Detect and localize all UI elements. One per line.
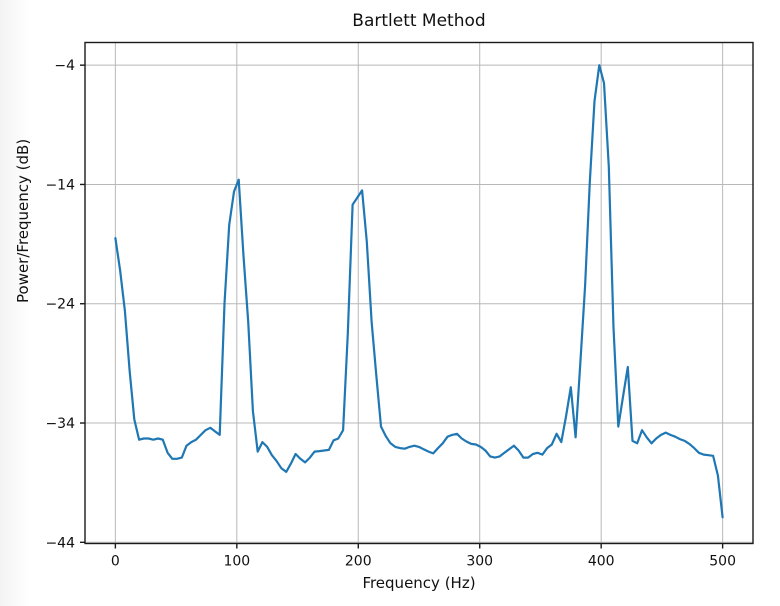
y-tick-label: −44: [45, 535, 75, 551]
y-tick-label: −4: [54, 58, 75, 74]
x-tick-label: 500: [709, 554, 736, 570]
x-tick-label: 100: [223, 554, 250, 570]
psd-line: [114, 64, 724, 519]
x-tick-label: 400: [588, 554, 615, 570]
chart-title: Bartlett Method: [352, 11, 486, 31]
x-tick-label: 200: [345, 554, 372, 570]
y-tick-label: −24: [45, 297, 75, 313]
y-tick-label: −34: [45, 416, 75, 432]
axes-spine: [84, 41, 754, 545]
x-tick-label: 300: [466, 554, 493, 570]
x-tick-label: 0: [111, 554, 120, 570]
x-axis-label: Frequency (Hz): [362, 574, 476, 592]
y-tick-label: −14: [45, 177, 75, 193]
